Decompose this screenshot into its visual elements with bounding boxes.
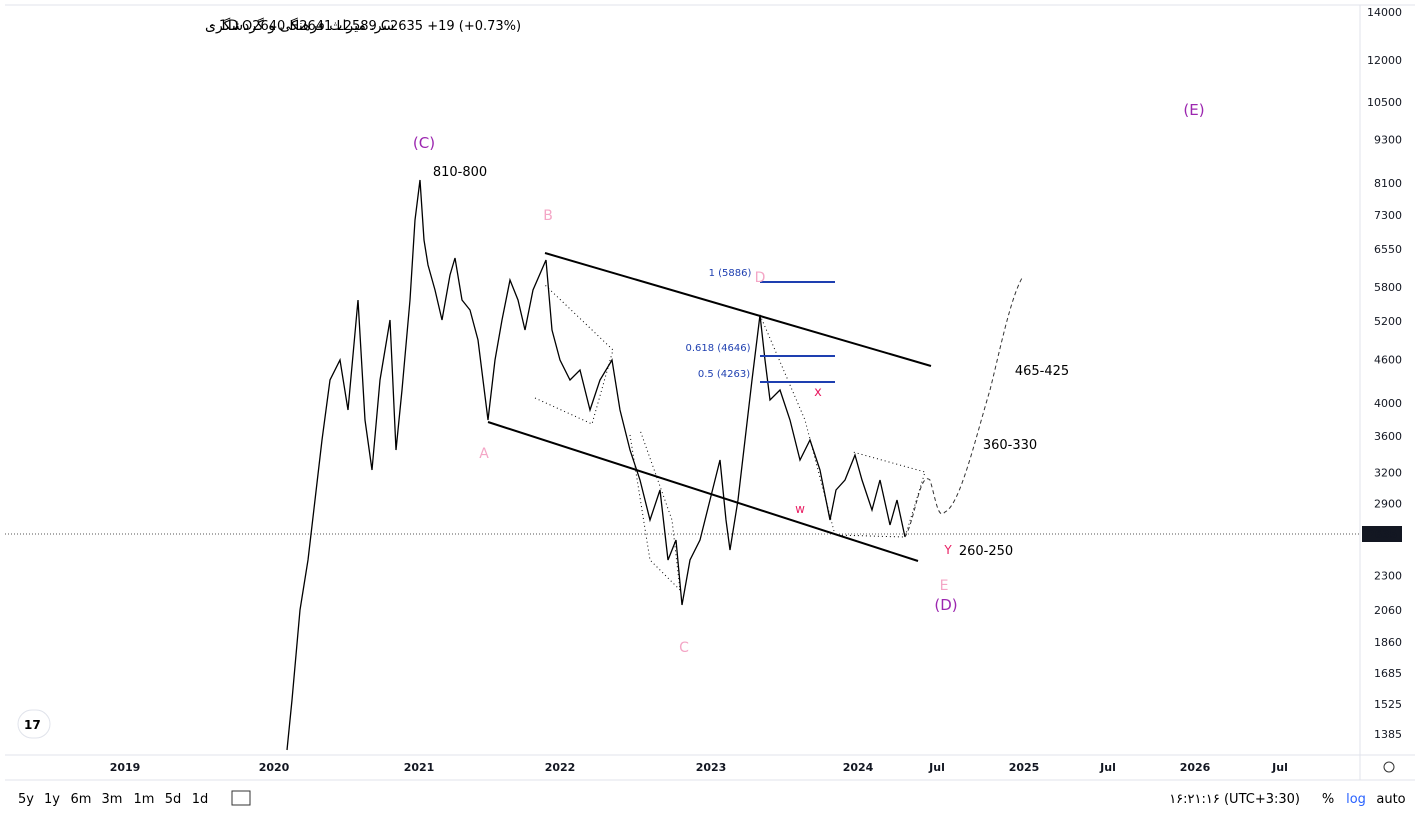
annotation: 1 (5886) — [709, 268, 752, 279]
time-label: 2025 — [1009, 761, 1040, 774]
time-label: 2024 — [843, 761, 874, 774]
logo-mark: 17 — [24, 718, 41, 732]
time-label: 2022 — [545, 761, 576, 774]
price-label: 9300 — [1374, 134, 1402, 147]
price-label: 7300 — [1374, 209, 1402, 222]
price-label: 2900 — [1374, 497, 1402, 510]
range-button[interactable]: 1d — [192, 792, 209, 807]
annotation: (C) — [413, 134, 435, 152]
clock: ۱۶:۲۱:۱۶ (UTC+3:30) — [1169, 792, 1300, 807]
time-label: Jul — [1271, 761, 1288, 774]
percent-toggle[interactable]: % — [1322, 792, 1334, 807]
price-label: 1385 — [1374, 728, 1402, 741]
price-label: 4000 — [1374, 397, 1402, 410]
price-label: 12000 — [1367, 54, 1402, 67]
range-button[interactable]: 3m — [102, 792, 123, 807]
symbol: سر. میراث فرهنگی و گردشگری — [205, 17, 394, 34]
date-range-icon[interactable] — [231, 790, 251, 806]
time-label: 2026 — [1180, 761, 1211, 774]
annotation: B — [543, 208, 553, 224]
price-label: 5200 — [1374, 315, 1402, 328]
price-label: 1525 — [1374, 698, 1402, 711]
price-label: 2060 — [1374, 604, 1402, 617]
interval: · 1D — [210, 18, 239, 34]
range-button[interactable]: 5y — [18, 792, 34, 807]
price-label: 6550 — [1374, 243, 1402, 256]
time-label: Jul — [1099, 761, 1116, 774]
price-series — [286, 179, 906, 751]
auto-toggle[interactable]: auto — [1376, 792, 1405, 807]
price-label: 3200 — [1374, 467, 1402, 480]
range-button[interactable]: 6m — [71, 792, 92, 807]
annotation: (E) — [1183, 101, 1204, 119]
price-label: 1860 — [1374, 636, 1402, 649]
annotation: C — [679, 640, 689, 656]
range-button[interactable]: 5d — [165, 792, 182, 807]
price-label: 3600 — [1374, 430, 1402, 443]
channel-lower — [487, 421, 919, 562]
price-label: 4600 — [1374, 353, 1402, 366]
time-label: Jul — [928, 761, 945, 774]
price-label: 5800 — [1374, 281, 1402, 294]
last-price-tag — [1362, 526, 1402, 542]
annotation: 260-250 — [959, 544, 1013, 559]
projection — [904, 277, 1023, 538]
price-label: 8100 — [1374, 177, 1402, 190]
annotation: Y — [943, 543, 952, 557]
annotation: A — [479, 446, 489, 462]
annotation: 810-800 — [433, 165, 487, 180]
time-label: 2021 — [404, 761, 435, 774]
price-label: 2300 — [1374, 570, 1402, 583]
last-price: 2635 — [1367, 528, 1398, 541]
settings-icon[interactable] — [1383, 761, 1395, 773]
time-label: 2019 — [110, 761, 141, 774]
annotation: x — [814, 385, 822, 400]
price-label: 14000 — [1367, 6, 1402, 19]
annotation: 360-330 — [983, 438, 1037, 453]
channel-upper — [544, 252, 932, 367]
ohlc: O2640 H2641 L2589 C2635 +19 (+0.73%) — [242, 19, 521, 34]
annotation: w — [795, 502, 805, 516]
annotation: E — [940, 578, 949, 594]
log-toggle[interactable]: log — [1346, 792, 1366, 807]
annotation: D — [755, 270, 766, 286]
annotation: (D) — [934, 596, 957, 614]
annotation: 0.5 (4263) — [698, 369, 750, 380]
time-label: 2023 — [696, 761, 727, 774]
time-label: 2020 — [259, 761, 290, 774]
wedge-line — [629, 429, 681, 592]
logo — [17, 709, 51, 739]
annotation: 465-425 — [1015, 364, 1069, 379]
wedge-line — [759, 314, 926, 538]
range-button[interactable]: 1m — [134, 792, 155, 807]
price-label: 10500 — [1367, 96, 1402, 109]
price-label: 1685 — [1374, 667, 1402, 680]
annotation: 0.618 (4646) — [685, 343, 750, 354]
range-button[interactable]: 1y — [44, 792, 60, 807]
